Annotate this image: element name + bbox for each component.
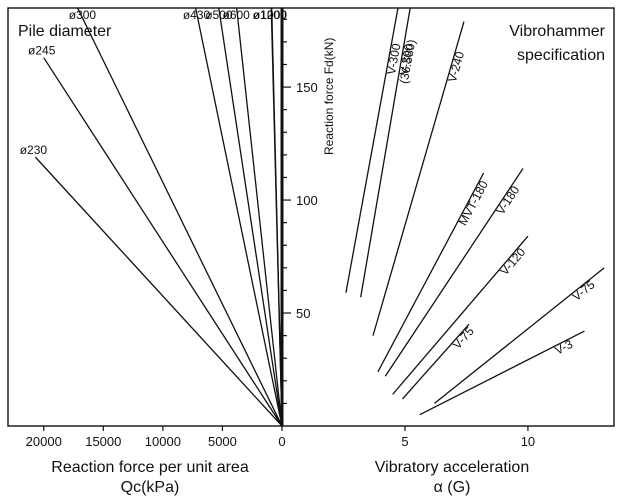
pile-line-1200 bbox=[270, 8, 282, 426]
left-panel-lines bbox=[34, 8, 282, 426]
vibro-line-v-300-36-580-8 bbox=[345, 8, 399, 293]
vibro-label-v-75-1: V-75 bbox=[569, 277, 597, 304]
pile-line-500 bbox=[218, 8, 282, 426]
right-x-tick-label: 10 bbox=[521, 434, 535, 449]
right-x-axis-label-line2: α (G) bbox=[434, 479, 471, 496]
vibro-label-line: V-3 bbox=[552, 337, 575, 358]
left-x-axis-label-line1: Reaction force per unit area bbox=[51, 459, 249, 476]
left-x-tick-label: 5000 bbox=[208, 434, 237, 449]
vibro-line-v-3-0 bbox=[419, 330, 585, 416]
vibro-label-v-3-0: V-3 bbox=[552, 337, 575, 358]
vibro-label-line: V-75 bbox=[569, 277, 597, 304]
left-x-tick-label: 0 bbox=[278, 434, 285, 449]
pile-line-600 bbox=[235, 8, 282, 426]
pile-label-600: ø600 bbox=[222, 8, 250, 22]
vibro-label-v-120-3: V-120 bbox=[497, 245, 528, 278]
vibro-label-mvt-180-5: MVT-180 bbox=[456, 178, 491, 228]
right-panel-lines bbox=[345, 8, 605, 416]
pile-diameter-title: Pile diameter bbox=[18, 23, 112, 40]
vibro-label-v-75-2: V-75 bbox=[450, 324, 477, 352]
vibro-label-line: V-300 bbox=[384, 42, 403, 76]
vibro-line-v-180-4 bbox=[384, 168, 524, 377]
y-tick-label: 100 bbox=[296, 193, 318, 208]
vibro-label-line: V-75 bbox=[450, 324, 477, 352]
vibro-label-v-300-36-580-8: V-300(36.580) bbox=[383, 36, 419, 85]
vibro-line-v-120-3 bbox=[392, 235, 529, 395]
pile-line-245 bbox=[43, 57, 282, 426]
vibro-label-line: V-120 bbox=[497, 245, 528, 278]
vibrohammer-title-line2: specification bbox=[517, 47, 605, 64]
y-tick-label: 150 bbox=[296, 80, 318, 95]
chart-frame bbox=[7, 7, 615, 427]
vibro-line-mvt-180-5 bbox=[377, 172, 485, 373]
vibrohammer-title-line1: Vibrohammer bbox=[509, 23, 605, 40]
vibro-label-line: V-300 bbox=[397, 43, 416, 77]
vibro-line-v-300-7 bbox=[360, 8, 411, 298]
reaction-force-y-axis-label: Reaction force Fd(kN) bbox=[322, 38, 336, 155]
axis-ticks bbox=[43, 18, 529, 431]
vibro-label-line: V-180 bbox=[493, 183, 522, 217]
y-tick-label: 50 bbox=[296, 306, 310, 321]
vibro-label-v-240-6: V-240 bbox=[445, 50, 467, 84]
pile-label-245: ø245 bbox=[28, 44, 56, 58]
vibro-line-v-240-6 bbox=[372, 21, 465, 336]
vibro-line-v-75-2 bbox=[402, 323, 470, 400]
pile-line-430 bbox=[194, 8, 282, 426]
vibro-line-v-75-1 bbox=[434, 267, 605, 404]
right-x-tick-label: 5 bbox=[401, 434, 408, 449]
pile-label-500: ø500 bbox=[205, 8, 233, 22]
vibro-label-line: MVT-180 bbox=[456, 178, 491, 228]
vibro-label-line: V-240 bbox=[445, 50, 467, 84]
pile-line-230 bbox=[34, 156, 282, 426]
pile-line-1000 bbox=[271, 8, 282, 426]
pile-label-1200: ø1200 bbox=[253, 8, 287, 22]
left-x-tick-label: 10000 bbox=[145, 434, 181, 449]
pile-label-430: ø430 bbox=[183, 8, 211, 22]
right-x-axis-label-line1: Vibratory acceleration bbox=[375, 459, 529, 476]
pile-label-1000: ø1000 bbox=[253, 8, 287, 22]
left-x-axis-label-line2: Qc(kPa) bbox=[121, 479, 180, 496]
vibro-label-v-180-4: V-180 bbox=[493, 183, 522, 217]
pile-line-300 bbox=[76, 8, 282, 426]
left-x-tick-label: 20000 bbox=[26, 434, 62, 449]
pile-label-230: ø230 bbox=[20, 143, 48, 157]
vibro-label-v-300-7: V-300 bbox=[397, 43, 416, 77]
left-x-tick-label: 15000 bbox=[85, 434, 121, 449]
pile-label-300: ø300 bbox=[69, 8, 97, 22]
